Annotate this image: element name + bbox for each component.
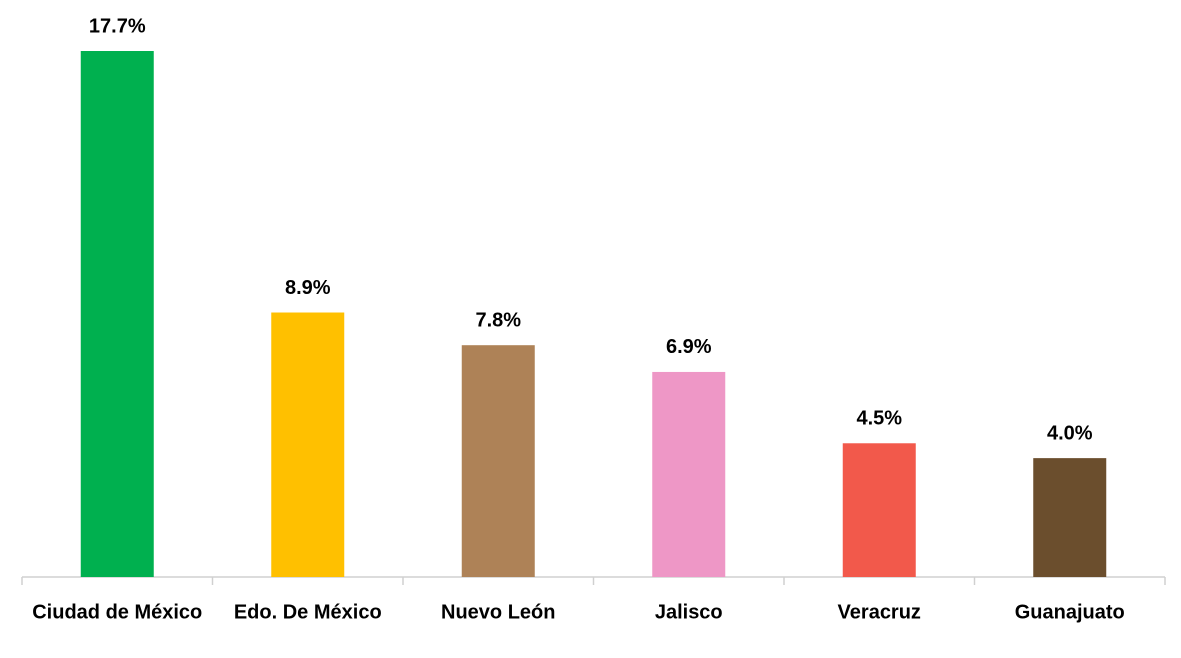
bar <box>80 51 154 577</box>
x-tick-label: Guanajuato <box>1015 601 1125 623</box>
bar <box>271 312 345 577</box>
value-label: 8.9% <box>285 277 331 299</box>
x-tick-label: Ciudad de México <box>32 601 202 623</box>
bar <box>1033 458 1107 577</box>
bar <box>842 443 916 577</box>
x-tick-label: Edo. De México <box>234 601 382 623</box>
x-tick-label: Veracruz <box>838 601 921 623</box>
bar <box>461 345 535 577</box>
bar <box>652 371 726 577</box>
value-label: 17.7% <box>89 15 146 37</box>
x-tick-label: Nuevo León <box>441 601 555 623</box>
value-label: 4.5% <box>856 408 902 430</box>
value-label: 4.0% <box>1047 422 1093 444</box>
value-label: 7.8% <box>475 309 521 331</box>
x-tick-label: Jalisco <box>655 601 723 623</box>
value-label: 6.9% <box>666 336 712 358</box>
